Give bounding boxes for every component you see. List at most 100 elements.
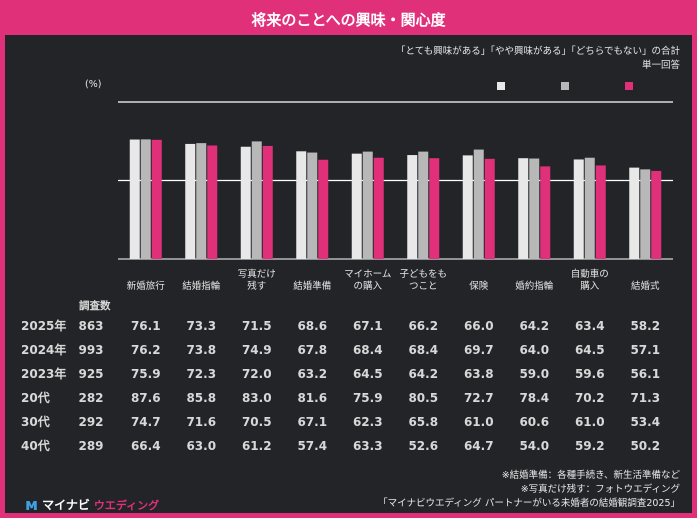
table-cell: 65.8	[408, 415, 439, 429]
bar-series-0-cat-0	[129, 139, 140, 259]
table-cell: 68.4	[408, 343, 439, 357]
bar-series-0-cat-2	[240, 146, 251, 259]
legend-swatch-2024	[561, 82, 569, 90]
bar-series-2-cat-6	[484, 158, 495, 259]
table-cell: 74.7	[130, 415, 161, 429]
table-cell: 71.6	[186, 415, 217, 429]
category-label: 子どもをも つこと	[395, 269, 451, 293]
bar-series-2-cat-5	[429, 158, 440, 259]
bar-series-1-cat-2	[251, 141, 262, 259]
table-cell: 70.5	[241, 415, 272, 429]
category-label: 婚約指輪	[506, 281, 562, 293]
table-cell: 68.6	[297, 319, 328, 333]
category-label-line: 自動車の	[570, 269, 609, 280]
table-cell-n: 925	[78, 367, 104, 381]
category-label-line: 新婚旅行	[126, 281, 165, 292]
table-cell: 64.5	[352, 367, 383, 381]
table-cell: 63.2	[297, 367, 328, 381]
category-label: 保険	[451, 281, 507, 293]
n-header: 調査数	[79, 300, 111, 312]
bar-series-0-cat-7	[518, 158, 529, 259]
table-cell: 83.0	[241, 391, 272, 405]
bar-series-2-cat-4	[373, 157, 384, 259]
table-cell-n: 863	[78, 319, 104, 333]
bar-series-0-cat-4	[351, 153, 362, 259]
table-cell: 74.9	[241, 343, 272, 357]
table-cell: 57.1	[630, 343, 661, 357]
legend	[497, 82, 505, 90]
survey-note: 「とても興味がある」「やや興味がある」「どちらでもない」の合計	[396, 46, 680, 57]
legend	[625, 82, 633, 90]
table-cell: 57.4	[297, 439, 328, 453]
table-cell-n: 282	[78, 391, 104, 405]
category-label: マイホーム の購入	[340, 269, 396, 293]
table-cell: 64.5	[574, 343, 605, 357]
table-cell: 73.3	[186, 319, 217, 333]
table-cell: 67.1	[352, 319, 383, 333]
table-cell-n: 993	[78, 343, 104, 357]
legend	[561, 82, 569, 90]
table-cell: 66.0	[463, 319, 494, 333]
legend-swatch-2023	[625, 82, 633, 90]
table-cell: 66.4	[130, 439, 161, 453]
table-cell: 71.3	[630, 391, 661, 405]
table-cell: 69.7	[463, 343, 494, 357]
table-cell: 50.2	[630, 439, 661, 453]
category-label-line: つこと	[408, 281, 438, 292]
category-label-line: 婚約指輪	[515, 281, 554, 292]
footnote-source: 「マイナビウエディング パートナーがいる未婚者の結婚観調査2025」	[378, 498, 680, 509]
bar-series-0-cat-6	[462, 155, 473, 259]
table-cell: 59.0	[519, 367, 550, 381]
footnote-2: ※写真だけ残す：フォトウエディング	[520, 484, 680, 495]
unit-label: (%)	[85, 79, 102, 90]
table-cell: 70.2	[574, 391, 605, 405]
page-title: 将来のことへの興味・関心度	[5, 5, 692, 35]
table-cell: 63.0	[186, 439, 217, 453]
mynavi-wedding-logo: м マイナビ ウエディング	[25, 495, 159, 514]
table-cell: 76.2	[130, 343, 161, 357]
table-cell: 75.9	[130, 367, 161, 381]
table-cell: 62.3	[352, 415, 383, 429]
table-cell: 64.7	[463, 439, 494, 453]
table-row-label: 2024年	[21, 343, 67, 357]
table-cell: 64.0	[519, 343, 550, 357]
category-label: 写真だけ 残す	[229, 269, 285, 293]
bar-series-1-cat-0	[140, 139, 151, 259]
bar-series-1-cat-7	[529, 158, 540, 259]
table-cell: 61.0	[463, 415, 494, 429]
table-cell: 78.4	[519, 391, 550, 405]
table-cell: 59.2	[574, 439, 605, 453]
bar-chart	[118, 101, 673, 260]
category-label-line: 子どもをも	[399, 269, 447, 280]
bar-series-0-cat-1	[185, 143, 196, 259]
category-label-line: 写真だけ	[237, 269, 276, 280]
bar-series-2-cat-1	[207, 145, 218, 259]
logo-text-wedding: ウエディング	[93, 498, 160, 512]
table-cell: 67.8	[297, 343, 328, 357]
bar-series-1-cat-9	[640, 169, 651, 259]
category-label: 結婚式	[617, 281, 673, 293]
table-cell: 72.3	[186, 367, 217, 381]
category-label-line: 保険	[469, 281, 489, 292]
legend-swatch-2025	[497, 82, 505, 90]
table-cell: 81.6	[297, 391, 328, 405]
bar-series-1-cat-3	[307, 152, 318, 259]
table-cell: 63.3	[352, 439, 383, 453]
category-label-line: 購入	[580, 281, 600, 292]
table-cell: 73.8	[186, 343, 217, 357]
bar-series-2-cat-9	[651, 170, 662, 259]
category-label-line: 残す	[247, 281, 267, 292]
category-label: 結婚準備	[284, 281, 340, 293]
table-cell: 61.2	[241, 439, 272, 453]
table-cell: 80.5	[408, 391, 439, 405]
bar-series-1-cat-6	[473, 149, 484, 259]
table-cell: 71.5	[241, 319, 272, 333]
table-cell-n: 292	[78, 415, 104, 429]
bar-series-1-cat-8	[584, 157, 595, 259]
table-cell: 60.6	[519, 415, 550, 429]
table-cell: 53.4	[630, 415, 661, 429]
table-row-label: 30代	[21, 415, 50, 429]
table-cell: 72.0	[241, 367, 272, 381]
bar-series-2-cat-2	[262, 145, 273, 259]
bar-series-2-cat-3	[318, 159, 329, 259]
